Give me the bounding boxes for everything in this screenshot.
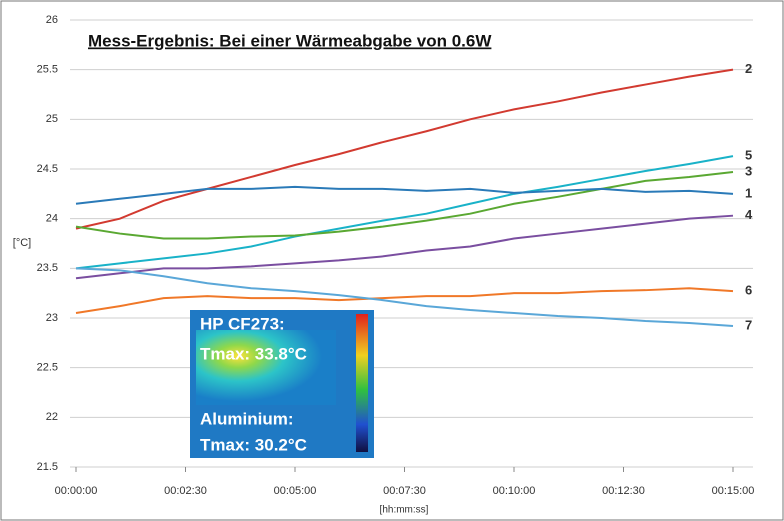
inset-label: Aluminium: — [200, 409, 294, 428]
x-tick-label: 00:07:30 — [383, 485, 426, 497]
frame — [1, 1, 783, 520]
series-label: 3 — [745, 163, 752, 178]
y-tick-label: 26 — [46, 14, 58, 26]
thermal-image — [196, 330, 336, 405]
y-tick-label: 22.5 — [37, 362, 58, 374]
inset-label: HP CF273: — [200, 314, 285, 333]
x-tick-label: 00:15:00 — [712, 485, 755, 497]
series-label: 5 — [745, 148, 752, 163]
series-label: 7 — [745, 317, 752, 332]
x-tick-label: 00:00:00 — [55, 485, 98, 497]
color-scale — [356, 314, 368, 452]
series-label: 1 — [745, 185, 752, 200]
series-label: 6 — [745, 283, 752, 298]
y-tick-label: 23.5 — [37, 262, 58, 274]
y-tick-label: 25.5 — [37, 64, 58, 76]
y-tick-label: 24.5 — [37, 163, 58, 175]
y-tick-label: 23 — [46, 312, 58, 324]
y-tick-label: 22 — [46, 411, 58, 423]
x-axis-label: [hh:mm:ss] — [380, 505, 429, 516]
series-label: 4 — [745, 207, 753, 222]
y-axis-label: [°C] — [13, 237, 31, 249]
x-tick-label: 00:02:30 — [164, 485, 207, 497]
y-tick-label: 24 — [46, 213, 58, 225]
inset-value: Tmax: 30.2°C — [200, 435, 307, 454]
series-label: 2 — [745, 61, 752, 76]
x-tick-label: 00:10:00 — [493, 485, 536, 497]
x-tick-label: 00:12:30 — [602, 485, 645, 497]
chart-title: Mess-Ergebnis: Bei einer Wärmeabgabe von… — [88, 31, 492, 50]
chart: 21.52222.52323.52424.52525.52600:00:0000… — [0, 0, 784, 521]
thermal-inset: HP CF273: Tmax: 33.8°C Aluminium: Tmax: … — [190, 310, 374, 458]
y-tick-label: 25 — [46, 113, 58, 125]
inset-value: Tmax: 33.8°C — [200, 344, 307, 363]
x-tick-label: 00:05:00 — [274, 485, 317, 497]
y-tick-label: 21.5 — [37, 461, 58, 473]
